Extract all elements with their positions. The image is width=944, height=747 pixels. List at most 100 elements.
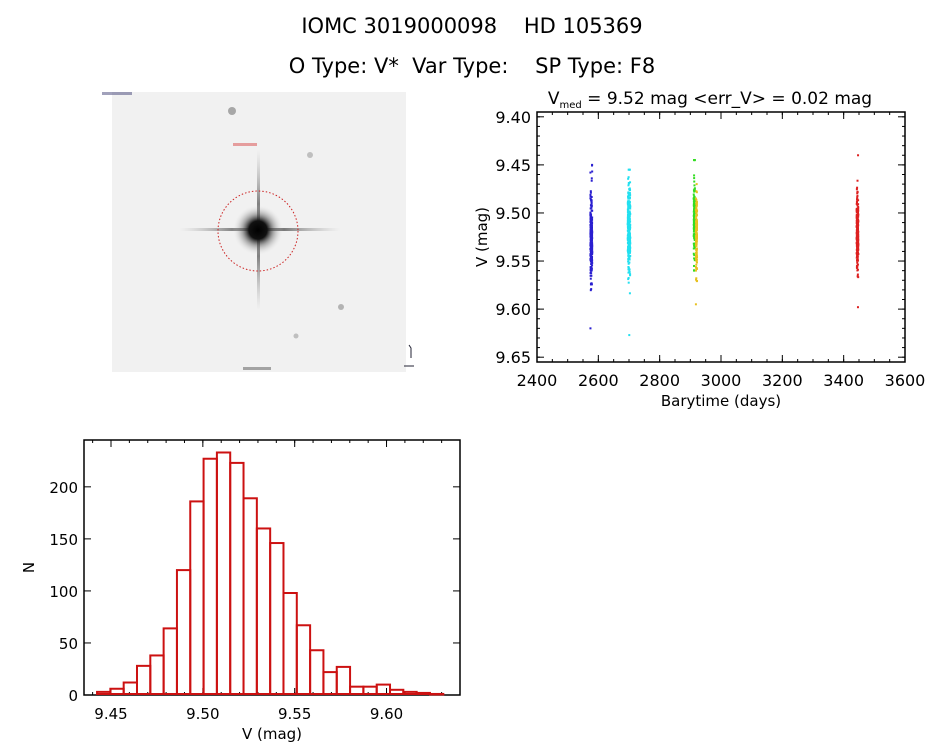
data-point [693, 206, 696, 209]
data-point [590, 238, 593, 241]
histogram-bar [415, 691, 431, 696]
data-point [857, 199, 860, 202]
data-point [629, 220, 632, 223]
data-point [626, 249, 629, 252]
data-point [627, 204, 630, 207]
x-tick-label: 3200 [762, 371, 803, 390]
data-point [629, 274, 632, 277]
data-point [695, 204, 698, 207]
data-point [589, 246, 592, 249]
data-point [693, 174, 696, 177]
compass-icon [404, 344, 414, 367]
data-point [692, 252, 695, 255]
data-point [695, 206, 698, 209]
data-point [855, 256, 858, 259]
histogram-bar [322, 671, 338, 696]
data-point [590, 177, 593, 180]
data-point [626, 248, 629, 251]
data-point [856, 230, 859, 233]
y-tick-label: 0 [68, 687, 78, 705]
data-point [856, 259, 859, 262]
y-tick-label: 9.55 [495, 252, 531, 271]
data-point [693, 257, 696, 260]
data-point [628, 242, 631, 245]
data-point [626, 237, 629, 240]
data-point [693, 184, 696, 187]
sky-image [102, 92, 414, 372]
data-point [590, 248, 593, 251]
data-point [857, 205, 860, 208]
data-point [695, 263, 698, 266]
data-point [626, 201, 629, 204]
histogram-bar [229, 461, 245, 695]
data-point [589, 204, 592, 207]
x-tick-label: 9.45 [94, 705, 127, 723]
data-point [856, 242, 859, 245]
data-point [855, 202, 858, 205]
data-point [694, 269, 697, 272]
data-point [628, 218, 631, 221]
series-season-2 [626, 168, 632, 337]
data-point [693, 177, 696, 180]
histogram-bar [269, 542, 285, 696]
data-point [695, 243, 698, 246]
data-point [695, 244, 698, 247]
histogram-bar [202, 457, 218, 695]
data-point [626, 226, 629, 229]
light-curve-title: Vmed = 9.52 mag <err_V> = 0.02 mag [548, 89, 872, 111]
data-point [627, 244, 630, 247]
data-point [857, 213, 860, 216]
data-point [589, 191, 592, 194]
data-point [589, 171, 592, 174]
data-point [628, 292, 631, 295]
data-point [855, 219, 858, 222]
data-point [590, 235, 593, 238]
data-point [628, 249, 631, 252]
histogram-bar [215, 451, 232, 696]
data-point [590, 218, 593, 221]
data-point [589, 237, 592, 240]
data-point [695, 220, 698, 223]
data-point [628, 200, 631, 203]
histogram-bar [428, 692, 445, 696]
data-point [590, 243, 593, 246]
data-point [857, 208, 860, 211]
data-point [628, 238, 631, 241]
data-point [695, 183, 698, 186]
data-point [629, 250, 632, 253]
data-point [693, 259, 696, 262]
data-point [589, 234, 592, 237]
data-point [627, 281, 630, 284]
data-point [693, 247, 696, 250]
data-point [627, 278, 630, 281]
data-point [590, 201, 593, 204]
data-point [855, 245, 858, 248]
data-point [695, 214, 698, 217]
y-axis-label: N [20, 562, 38, 573]
data-point [627, 231, 630, 234]
data-point [695, 212, 698, 215]
data-point [627, 247, 630, 250]
data-point [696, 223, 699, 226]
data-point [627, 266, 630, 269]
data-point [856, 275, 859, 278]
data-point [590, 232, 593, 235]
data-point [628, 261, 631, 264]
data-point [589, 215, 592, 218]
data-point [628, 202, 631, 205]
data-point [693, 222, 696, 225]
data-point [629, 189, 632, 192]
data-point [856, 250, 859, 253]
data-point [695, 232, 698, 235]
histogram-bar [375, 683, 392, 696]
data-point [695, 277, 698, 280]
light-curve-plot: 2400 2600 2800 3000 3200 3400 3600 9.40 9.45 9.50… [473, 89, 925, 410]
data-point [628, 234, 631, 237]
data-point [589, 228, 592, 231]
data-point [692, 218, 695, 221]
data-point [591, 243, 594, 246]
data-point [695, 217, 698, 220]
data-point [627, 234, 630, 237]
data-point [627, 182, 630, 185]
